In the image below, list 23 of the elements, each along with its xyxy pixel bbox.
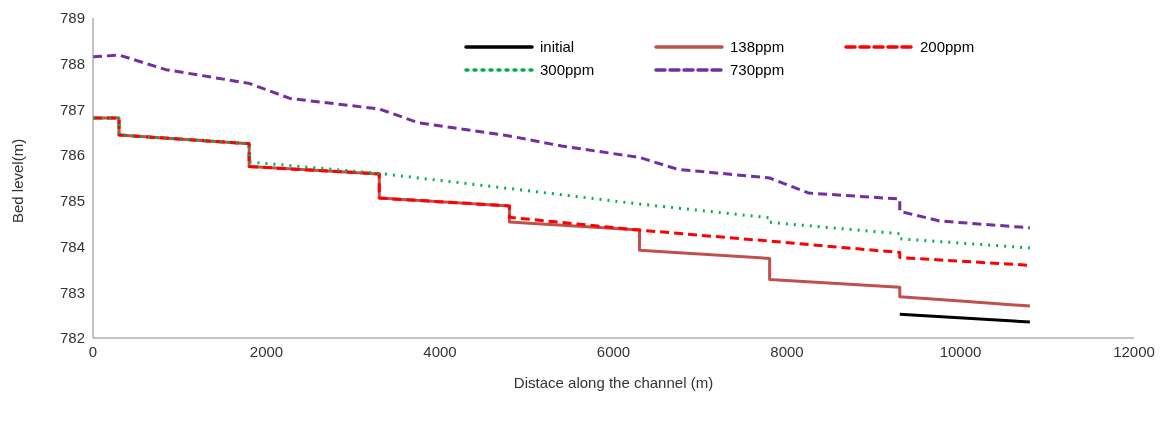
x-tick-label: 6000 xyxy=(596,342,631,360)
y-tick-label: 787 xyxy=(59,100,85,118)
x-tick-label: 10000 xyxy=(939,342,982,360)
x-tick-label: 0 xyxy=(88,342,98,360)
y-tick-label: 785 xyxy=(59,192,85,210)
x-tick-label: 12000 xyxy=(1113,342,1155,360)
y-axis-title: Bed level(m) xyxy=(9,138,27,223)
y-tick-label: 783 xyxy=(59,283,85,301)
x-tick-label: 2000 xyxy=(249,342,284,360)
legend-label: 730ppm xyxy=(730,61,785,78)
y-tick-label: 789 xyxy=(59,9,85,27)
y-tick-label: 788 xyxy=(59,55,85,73)
legend-label: 300ppm xyxy=(540,61,595,78)
legend-label: 200ppm xyxy=(920,38,975,55)
y-tick-label: 782 xyxy=(59,329,85,347)
y-tick-label: 786 xyxy=(59,146,85,164)
x-tick-label: 8000 xyxy=(770,342,804,360)
x-axis-title: Distace along the channel (m) xyxy=(513,374,714,391)
x-tick-label: 4000 xyxy=(423,342,457,360)
legend-label: 138ppm xyxy=(730,38,785,55)
y-tick-label: 784 xyxy=(59,237,85,255)
legend-label: initial xyxy=(540,38,575,55)
line-series xyxy=(93,53,1032,230)
